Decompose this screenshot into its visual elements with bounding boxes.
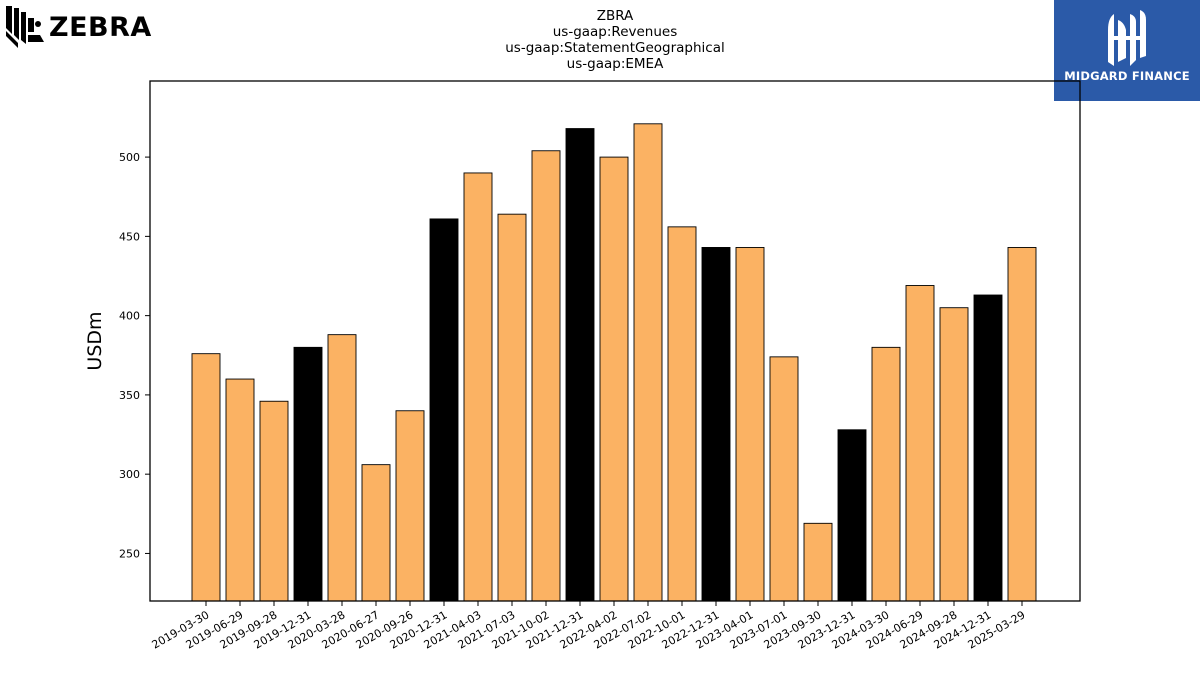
- bar: [531, 150, 561, 602]
- chart-title-line: us-gaap:Revenues: [553, 24, 678, 40]
- midgard-emblem-icon: [1108, 10, 1146, 66]
- bar: [225, 378, 255, 602]
- bar: [837, 429, 867, 602]
- bar: [429, 218, 459, 602]
- bar: [361, 464, 391, 602]
- midgard-brand-text: MIDGARD FINANCE: [1064, 69, 1190, 83]
- zebra-logo: ZEBRA: [4, 4, 154, 52]
- bar: [667, 226, 697, 602]
- bar: [735, 247, 765, 602]
- bar: [565, 128, 595, 602]
- chart-title-line: us-gaap:EMEA: [567, 56, 664, 72]
- bar: [769, 356, 799, 602]
- y-tick-label: 450: [119, 230, 140, 243]
- y-tick-label: 250: [119, 547, 140, 560]
- plot-frame: [149, 80, 1081, 602]
- bar: [395, 410, 425, 602]
- zebra-brand-text: ZEBRA: [49, 12, 152, 43]
- y-axis-label: USDm: [84, 311, 106, 370]
- y-tick-label: 500: [119, 151, 140, 164]
- bar: [599, 156, 629, 602]
- bar: [293, 346, 323, 602]
- midgard-finance-logo: MIDGARD FINANCE: [1054, 0, 1200, 101]
- zebra-head-icon: [6, 6, 44, 48]
- y-tick-label: 350: [119, 389, 140, 402]
- bars: [191, 123, 1037, 602]
- y-tick-label: 400: [119, 310, 140, 323]
- bar: [327, 334, 357, 602]
- bar: [871, 346, 901, 602]
- bar: [191, 353, 221, 602]
- bar: [463, 172, 493, 602]
- chart-title: ZBRAus-gaap:Revenuesus-gaap:StatementGeo…: [505, 8, 724, 72]
- bar: [1007, 247, 1037, 602]
- chart-title-line: us-gaap:StatementGeographical: [505, 40, 724, 56]
- bar: [701, 247, 731, 602]
- chart-title-line: ZBRA: [597, 8, 634, 24]
- bar: [497, 213, 527, 602]
- y-axis: 250 300 350 400 450 500: [119, 151, 150, 560]
- x-axis: 2019-03-302019-06-292019-09-282019-12-31…: [150, 601, 1028, 652]
- bar: [905, 285, 935, 602]
- bar: [633, 123, 663, 602]
- bar: [259, 400, 289, 602]
- bar: [939, 307, 969, 602]
- bar: [803, 522, 833, 602]
- y-tick-label: 300: [119, 468, 140, 481]
- bar: [973, 294, 1003, 602]
